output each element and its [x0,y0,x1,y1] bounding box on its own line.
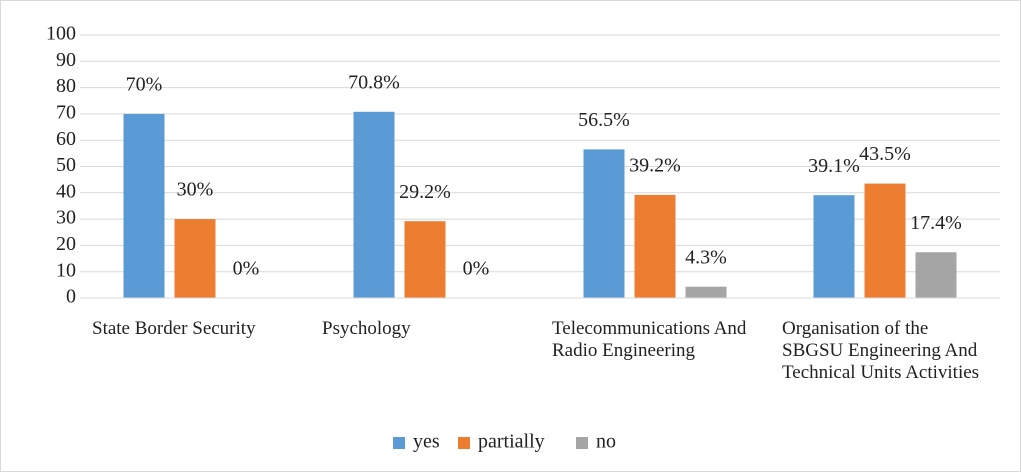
data-label: 39.1% [808,155,860,177]
y-tick-label: 20 [56,233,76,255]
y-tick-label: 0 [66,286,76,308]
data-label: 4.3% [685,246,727,268]
data-label: 43.5% [859,143,911,165]
legend-swatch [576,437,588,449]
data-label: 17.4% [910,212,962,234]
legend-label: no [596,431,616,453]
y-tick-label: 30 [56,207,76,229]
y-tick-label: 80 [56,75,76,97]
bar [813,195,855,298]
data-label: 39.2% [629,154,681,176]
y-tick-label: 70 [56,101,76,123]
legend-swatch [458,437,470,449]
x-tick-label: Telecommunications And Radio Engineering [552,318,747,361]
y-tick-label: 10 [56,259,76,281]
bar [583,149,625,298]
x-tick-label: Psychology [322,318,411,339]
y-tick-label: 100 [46,23,76,45]
y-tick-label: 40 [56,180,76,202]
data-label: 70% [126,73,163,95]
bar [123,113,165,299]
bar [864,183,906,298]
x-tick-label: State Border Security [92,318,256,339]
data-label: 0% [233,258,260,280]
legend-swatch [393,437,405,449]
legend-label: yes [413,431,440,453]
legend-label: partially [478,431,545,453]
data-label: 70.8% [348,71,400,93]
bar [634,194,676,298]
data-label: 30% [177,179,214,201]
bar [685,286,727,298]
data-label: 56.5% [578,109,630,131]
y-tick-label: 60 [56,128,76,150]
bar [353,111,395,299]
x-tick-label: Organisation of the SBGSU Engineering An… [782,318,980,383]
y-tick-label: 90 [56,49,76,71]
data-label: 0% [463,258,490,280]
bar [404,221,446,298]
y-tick-label: 50 [56,154,76,176]
data-label: 29.2% [399,181,451,203]
bar [915,252,957,298]
bar [174,219,216,298]
